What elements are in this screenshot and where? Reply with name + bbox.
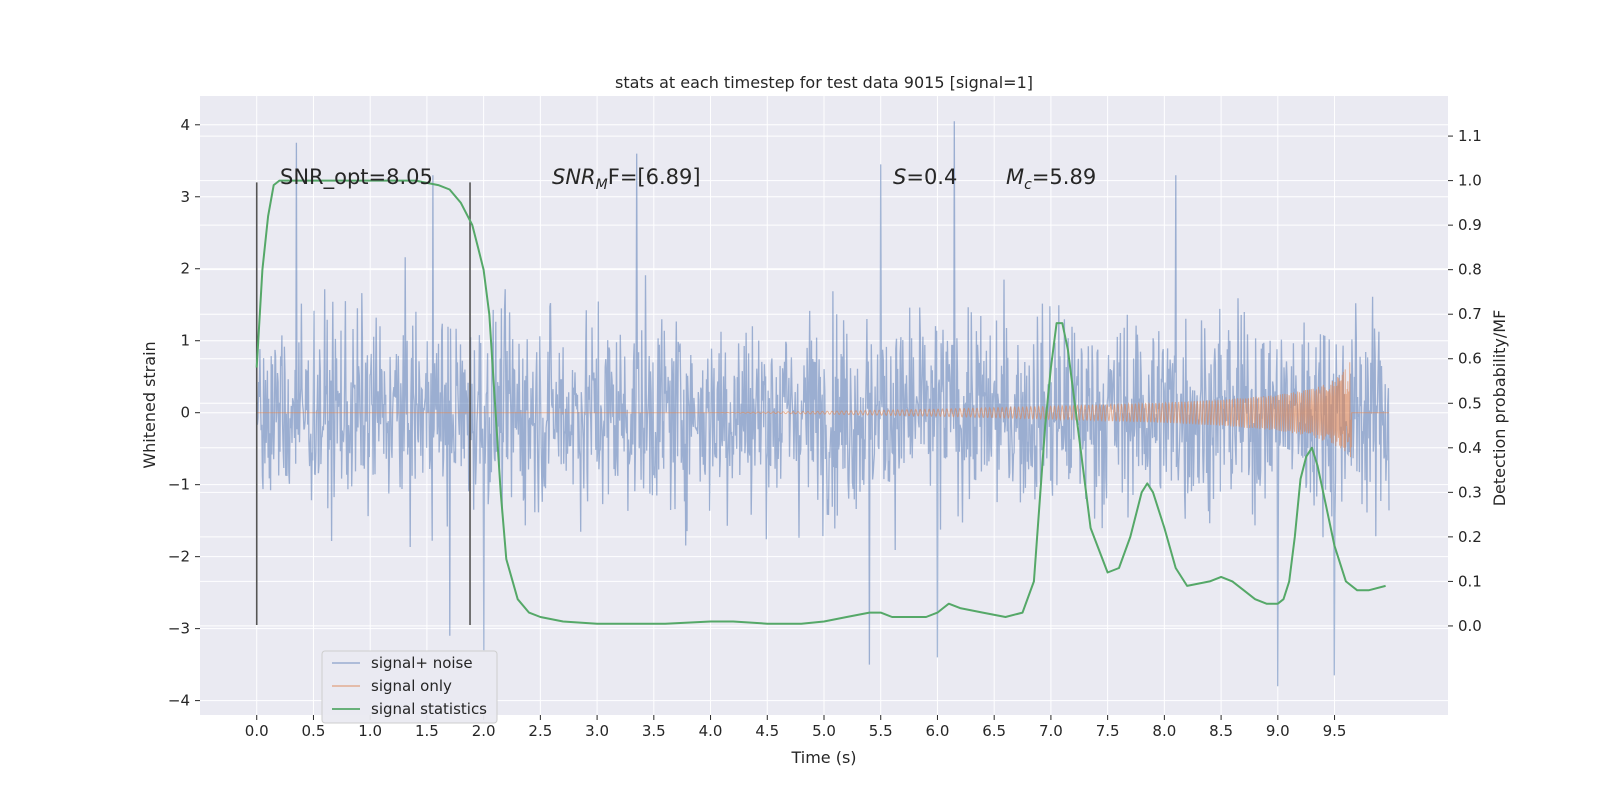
legend: signal+ noise signal only signal statist… (321, 650, 498, 724)
signal-noise-series (256, 121, 1390, 687)
y-right-tick-label: 0.9 (1458, 216, 1482, 234)
annotation-s: S=0.4 (893, 165, 957, 189)
y-right-tick-label: 0.6 (1458, 350, 1482, 368)
legend-box (321, 650, 498, 724)
chart-title: stats at each timestep for test data 901… (615, 73, 1033, 92)
x-tick-label: 3.0 (585, 722, 609, 740)
y-left-tick-label: 2 (180, 260, 190, 278)
y-right-tick-label: 0.5 (1458, 394, 1482, 412)
x-tick-label: 9.0 (1266, 722, 1290, 740)
y-right-tick-label: 0.0 (1458, 617, 1482, 635)
x-tick-label: 7.0 (1039, 722, 1063, 740)
x-tick-label: 0.5 (302, 722, 326, 740)
signal-statistics-line (255, 179, 1386, 625)
y-right-tick-label: 1.0 (1458, 172, 1482, 190)
signal-only-series (256, 362, 1389, 458)
legend-label-signal-statistics: signal statistics (371, 700, 487, 718)
annotation-mc: Mc=5.89 (1006, 165, 1096, 193)
y-right-tick-label: 0.7 (1458, 305, 1482, 323)
y-right-tick-label: 0.1 (1458, 572, 1482, 590)
annotation-mc-base: M (1006, 165, 1024, 189)
x-tick-label: 6.5 (982, 722, 1006, 740)
x-tick-label: 4.0 (699, 722, 723, 740)
annotation-s-tail: =0.4 (906, 165, 957, 189)
y-left-tick-label: 0 (180, 404, 190, 422)
tick-labels: 0.0 0.5 1.0 1.5 2.0 2.5 3.0 3.5 4.0 4.5 5.0 5.5 6.0 6… (168, 116, 1482, 740)
x-tick-label: 2.5 (528, 722, 552, 740)
y-right-tick-label: 0.3 (1458, 483, 1482, 501)
y-left-tick-label: −3 (168, 620, 190, 638)
x-tick-label: 5.0 (812, 722, 836, 740)
y-right-tick-label: 0.2 (1458, 528, 1482, 546)
x-tick-label: 1.5 (415, 722, 439, 740)
x-axis-label: Time (s) (790, 748, 856, 767)
x-tick-label: 0.0 (245, 722, 269, 740)
annotation-snr-mf-sub: M (596, 177, 608, 193)
annotation-mc-sub: c (1024, 177, 1032, 193)
annotation-snr-mf-base: SNR (552, 165, 596, 189)
y-left-tick-label: −1 (168, 476, 190, 494)
x-tick-label: 8.0 (1152, 722, 1176, 740)
annotation-snr-mf: SNRMF=[6.89] (552, 165, 701, 193)
legend-label-signal-noise: signal+ noise (371, 654, 473, 672)
x-tick-label: 4.5 (755, 722, 779, 740)
x-tick-label: 2.0 (472, 722, 496, 740)
y-left-axis-label: Whitened strain (140, 341, 159, 468)
x-tick-label: 9.5 (1323, 722, 1347, 740)
signal-only-line (256, 362, 1389, 458)
signal-statistics-series (255, 179, 1386, 625)
y-right-tick-label: 0.4 (1458, 439, 1482, 457)
y-left-tick-label: −4 (168, 692, 190, 710)
annotation-snr-mf-tail: F=[6.89] (608, 165, 701, 189)
x-tick-label: 1.0 (358, 722, 382, 740)
x-tick-label: 7.5 (1096, 722, 1120, 740)
y-left-tick-label: 4 (180, 116, 190, 134)
vertical-markers (255, 182, 471, 626)
y-right-tick-label: 0.8 (1458, 261, 1482, 279)
annotation-mc-tail: =5.89 (1032, 165, 1096, 189)
annotation-snr-opt: SNR_opt=8.05 (280, 165, 433, 190)
x-tick-label: 3.5 (642, 722, 666, 740)
signal-noise-line (256, 121, 1390, 687)
x-tick-label: 8.5 (1209, 722, 1233, 740)
annotation-s-base: S (893, 165, 906, 189)
y-right-tick-label: 1.1 (1458, 127, 1482, 145)
x-tick-label: 5.5 (869, 722, 893, 740)
y-right-axis-label: Detection probability/MF (1490, 310, 1509, 507)
y-left-tick-label: 3 (180, 188, 190, 206)
x-tick-label: 6.0 (926, 722, 950, 740)
y-left-tick-label: −2 (168, 548, 190, 566)
legend-label-signal-only: signal only (371, 677, 452, 695)
y-left-tick-label: 1 (180, 332, 190, 350)
